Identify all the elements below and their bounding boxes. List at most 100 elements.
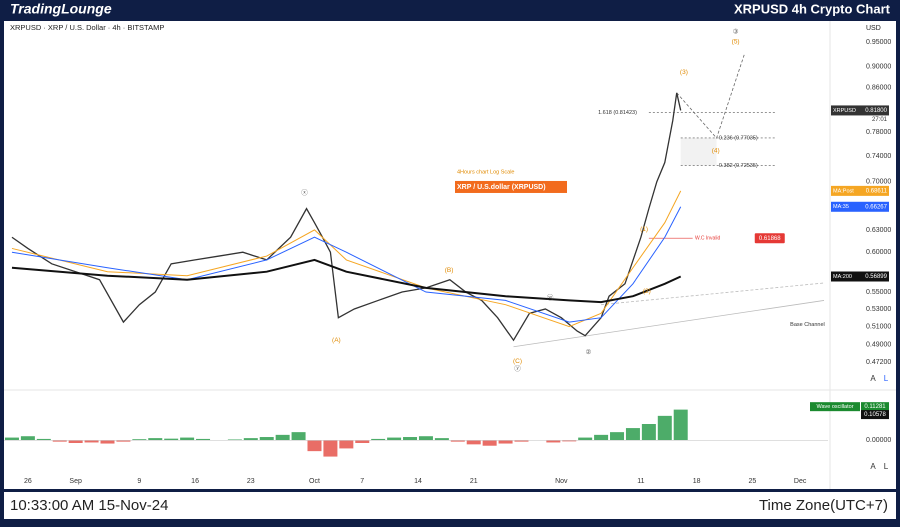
oscillator-bar	[100, 440, 115, 444]
fib-label: 0.236 (0.77035)	[719, 135, 758, 141]
oscillator-bar	[4, 437, 19, 441]
x-tick-label: 11	[637, 478, 644, 485]
annotation: 4Hours chart Log Scale	[457, 169, 514, 175]
y-tick-label: 0.53000	[866, 306, 891, 313]
oscillator-bar	[339, 440, 354, 449]
y-tick-label: 0.47200	[866, 359, 891, 366]
banner-bg	[455, 180, 568, 193]
x-tick-label: 7	[360, 478, 364, 485]
x-tick-label: Sep	[69, 478, 82, 485]
osc-tag	[861, 410, 889, 420]
oscillator-bar	[20, 436, 35, 441]
price-tag-value: 0.56899	[865, 274, 887, 280]
oscillator-bar	[371, 438, 386, 441]
footer-bar	[4, 492, 896, 519]
y-tick-label: 0.78000	[866, 129, 891, 136]
y-unit: USD	[866, 25, 881, 32]
oscillator-bar	[450, 440, 465, 442]
oscillator-bar	[387, 437, 402, 441]
x-tick-label: 25	[748, 478, 756, 485]
osc-tick-label: 0.00000	[866, 437, 891, 444]
annotation: (2)	[643, 288, 651, 295]
oscillator-bar	[116, 440, 131, 442]
annotation: (3)	[680, 69, 688, 76]
header-title: XRPUSD 4h Crypto Chart	[734, 1, 891, 16]
x-tick-label: Oct	[309, 478, 320, 485]
brand: TradingLounge	[10, 1, 112, 17]
osc-name: Wave oscillator	[816, 404, 853, 410]
price-tag-name: MA:Post	[833, 188, 854, 194]
oscillator-bar	[323, 440, 338, 457]
oscillator-bar	[275, 434, 290, 441]
timezone: Time Zone(UTC+7)	[759, 497, 888, 514]
y-tick-label: 0.95000	[866, 39, 891, 46]
annotation: (A)	[332, 337, 341, 344]
invalidation-label: 0.61868	[759, 236, 781, 242]
countdown: 27:01	[872, 117, 888, 123]
oscillator-bar	[610, 432, 625, 441]
x-tick-label: 23	[247, 478, 255, 485]
x-tick-label: 26	[24, 478, 32, 485]
y-tick-label: 0.74000	[866, 153, 891, 160]
scale-button[interactable]: L	[884, 374, 889, 383]
y-tick-label: 0.63000	[866, 227, 891, 234]
chart-title: XRPUSD · XRP / U.S. Dollar · 4h · BITSTA…	[10, 23, 164, 32]
x-tick-label: 16	[191, 478, 199, 485]
oscillator-bar	[562, 440, 577, 442]
fib-zone	[680, 137, 717, 166]
annotation: ⓦ	[547, 294, 554, 302]
y-tick-label: 0.51000	[866, 323, 891, 330]
scale-button[interactable]: A	[870, 462, 876, 471]
oscillator-bar	[164, 438, 179, 441]
annotation: Base Channel	[790, 322, 825, 328]
oscillator-bar	[514, 440, 529, 442]
y-tick-label: 0.86000	[866, 84, 891, 91]
invalidation-tag	[754, 233, 785, 244]
y-tick-label: 0.55000	[866, 289, 891, 296]
oscillator-bar	[466, 440, 481, 445]
oscillator-bar	[227, 439, 242, 441]
oscillator-bar	[641, 424, 656, 441]
oscillator-bar	[243, 438, 258, 441]
price-tag-value: 0.81800	[865, 108, 887, 114]
x-tick-label: 18	[693, 478, 701, 485]
fib-label: 1.618 (0.81423)	[598, 110, 637, 116]
oscillator-bar	[68, 440, 83, 443]
x-tick-label: 21	[470, 478, 478, 485]
price-tag-name: MA:35	[833, 204, 849, 210]
oscillator-bar	[673, 409, 688, 441]
annotation: (B)	[445, 267, 454, 274]
oscillator-bar	[84, 440, 99, 443]
price-tag	[831, 271, 889, 282]
price-line	[11, 258, 682, 304]
oscillator-bar	[403, 437, 418, 441]
osc-name-bg	[810, 402, 860, 412]
y-tick-label: 0.60000	[866, 249, 891, 256]
invalidation-name: W.C Invalid	[695, 236, 721, 242]
scale-button[interactable]: A	[870, 374, 876, 383]
annotation: (4)	[712, 147, 720, 154]
annotation: ②	[585, 348, 591, 356]
osc-tag-label: 0.10578	[864, 412, 886, 418]
x-tick-label: 9	[137, 478, 141, 485]
osc-tag	[861, 402, 889, 412]
price-tag-value: 0.68611	[866, 188, 888, 194]
oscillator-bar	[132, 439, 147, 441]
oscillator-bar	[291, 432, 306, 441]
scale-button[interactable]: L	[884, 462, 889, 471]
price-tag	[831, 201, 889, 212]
oscillator-bar	[196, 438, 211, 441]
oscillator-bar	[36, 438, 51, 441]
channel-line	[601, 282, 825, 306]
osc-tag-label: 0.11281	[864, 404, 886, 410]
price-tag	[831, 105, 889, 116]
y-tick-label: 0.70000	[866, 179, 891, 186]
oscillator-bar	[546, 440, 561, 443]
annotation: (1)	[640, 226, 648, 233]
oscillator-bar	[355, 440, 370, 443]
oscillator-bar	[307, 440, 322, 452]
price-tag-name: MA:200	[833, 274, 852, 280]
y-tick-label: 0.49000	[866, 342, 891, 349]
annotation: ⓧ	[301, 189, 308, 197]
